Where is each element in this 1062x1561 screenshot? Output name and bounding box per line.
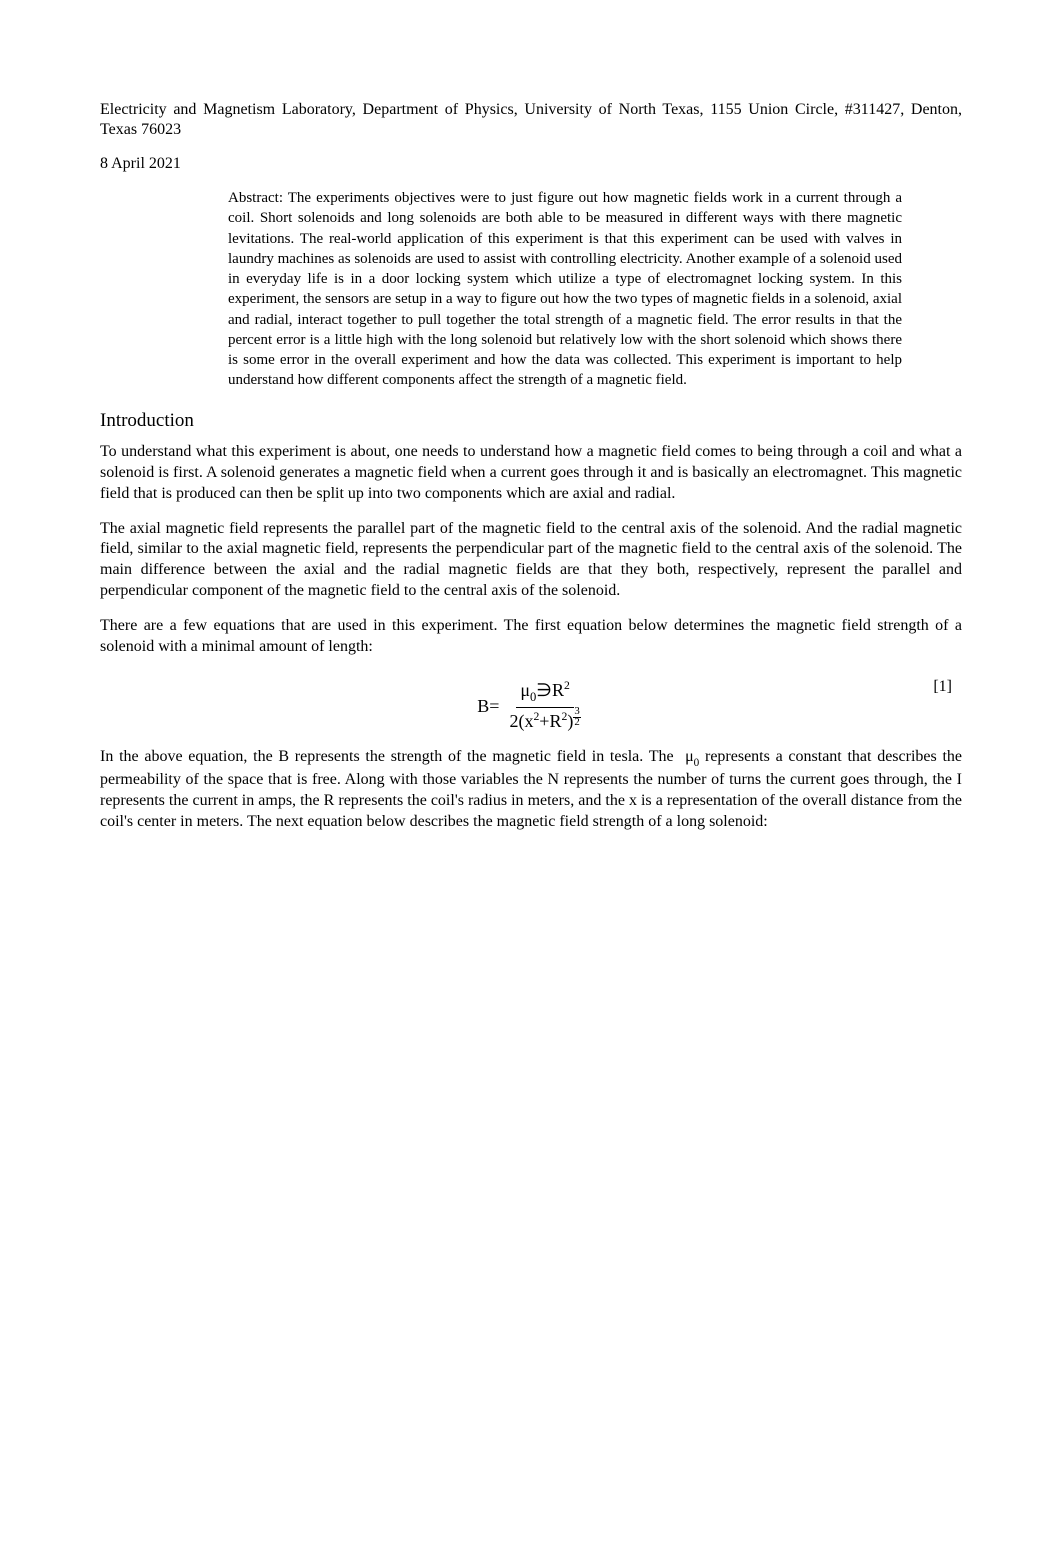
den-two-paren: 2( xyxy=(509,711,524,731)
date-text: 8 April 2021 xyxy=(100,154,962,174)
den-x-sup: 2 xyxy=(533,710,539,723)
equation-1-row: B= μ0∋R2 2(x2+R2)32 [1] xyxy=(100,671,962,741)
den-r-sup: 2 xyxy=(561,710,567,723)
equation-denominator: 2(x2+R2)32 xyxy=(505,708,584,733)
equation-lhs: B= xyxy=(477,695,499,718)
den-plus: + xyxy=(539,711,549,731)
ni-symbol: ∋ xyxy=(536,680,552,700)
equation-numerator: μ0∋R2 xyxy=(516,679,574,708)
abstract-text: Abstract: The experiments objectives wer… xyxy=(228,188,902,391)
para4-mu-sub: 0 xyxy=(694,757,700,769)
equation-1-label: [1] xyxy=(933,677,952,697)
intro-paragraph-2: The axial magnetic field represents the … xyxy=(100,519,962,602)
den-r: R xyxy=(549,711,561,731)
r-symbol: R xyxy=(552,680,564,700)
intro-paragraph-3: There are a few equations that are used … xyxy=(100,616,962,658)
affiliation-text: Electricity and Magnetism Laboratory, De… xyxy=(100,100,962,140)
r-superscript: 2 xyxy=(564,679,570,692)
intro-paragraph-1: To understand what this experiment is ab… xyxy=(100,442,962,504)
equation-fraction: μ0∋R2 2(x2+R2)32 xyxy=(505,679,584,734)
den-exp-den: 2 xyxy=(573,718,580,728)
intro-paragraph-4: In the above equation, the B represents … xyxy=(100,747,962,832)
section-heading-introduction: Introduction xyxy=(100,409,962,433)
mu-subscript: 0 xyxy=(530,690,536,704)
para4-part-a: In the above equation, the B represents … xyxy=(100,748,679,765)
den-exponent-fraction: 32 xyxy=(573,707,580,727)
equation-1: B= μ0∋R2 2(x2+R2)32 xyxy=(477,679,584,734)
mu-symbol: μ xyxy=(520,680,530,700)
para4-mu: μ xyxy=(685,748,694,765)
